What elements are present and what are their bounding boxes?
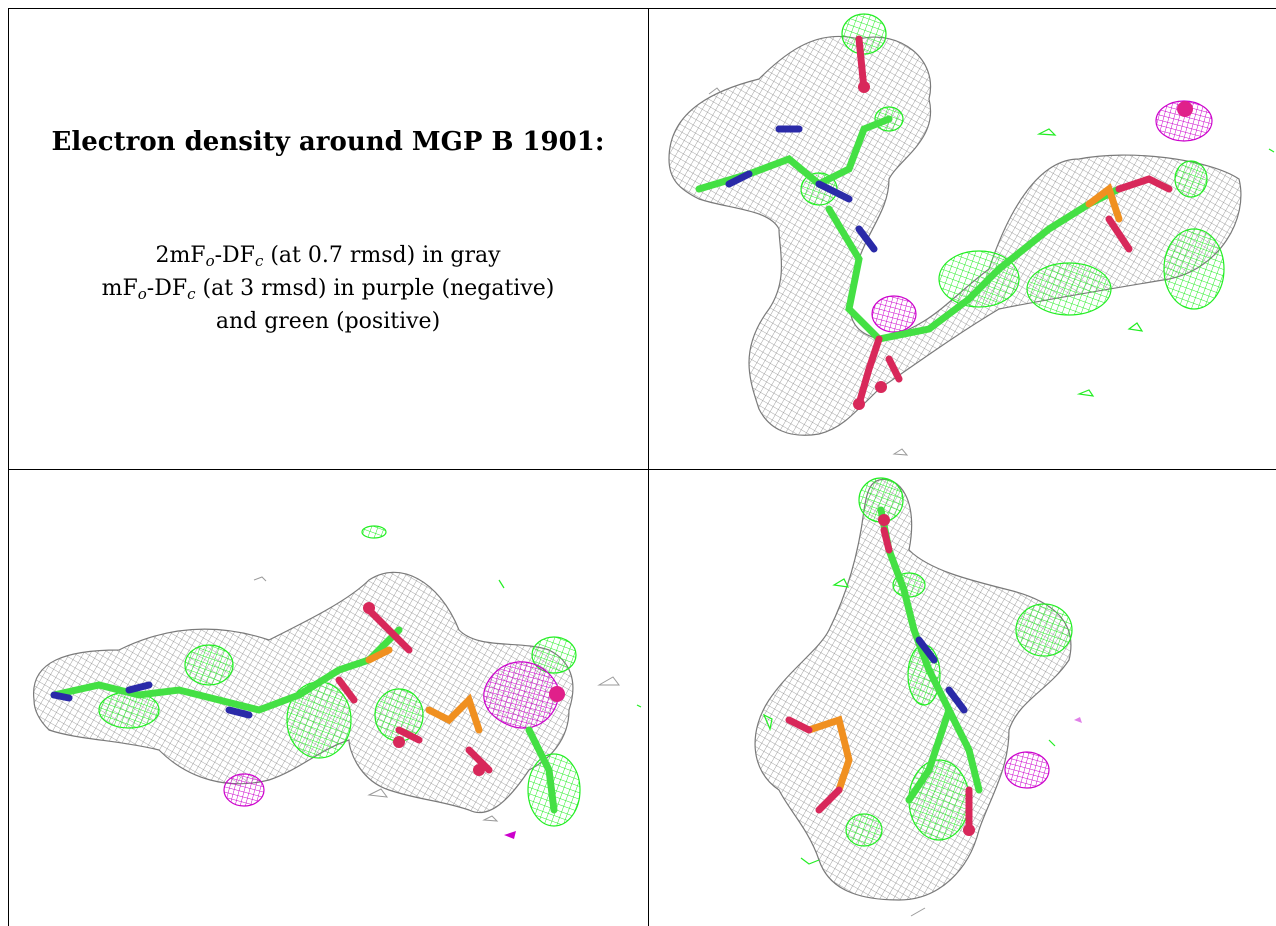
caption-cell: Electron density around MGP B 1901: 2mFo… bbox=[8, 9, 648, 469]
negative-density-mesh bbox=[223, 661, 560, 839]
gray-density-mesh bbox=[668, 35, 1242, 436]
caption-line-3: and green (positive) bbox=[215, 309, 441, 334]
table-border-middle bbox=[8, 469, 1276, 470]
density-view-bottom-right bbox=[649, 470, 1276, 926]
density-view-bottom-left bbox=[9, 470, 648, 926]
ligand-stick-model bbox=[50, 606, 558, 814]
table-border-top bbox=[8, 8, 1276, 9]
mesh-fragments bbox=[1036, 128, 1275, 397]
caption-line-1: 2mFo-DFc (at 0.7 rmsd) in gray bbox=[155, 243, 501, 270]
atom-spheres bbox=[878, 514, 975, 836]
atom-spheres bbox=[853, 81, 1193, 410]
mesh-fragments bbox=[762, 578, 1056, 865]
caption-line-2: mFo-DFc (at 3 rmsd) in purple (negative) bbox=[101, 276, 555, 303]
caption-description: 2mFo-DFc (at 0.7 rmsd) in gray mFo-DFc (… bbox=[8, 239, 648, 338]
mesh-fragments bbox=[253, 576, 620, 822]
density-view-top-right bbox=[649, 9, 1276, 469]
positive-density-mesh bbox=[98, 525, 581, 827]
ligand-stick-model bbox=[785, 506, 983, 834]
negative-density-mesh bbox=[871, 100, 1213, 333]
negative-density-mesh bbox=[1004, 717, 1082, 789]
positive-density-mesh bbox=[800, 13, 1225, 316]
table-border-left bbox=[8, 8, 9, 926]
ligand-stick-model bbox=[695, 35, 1173, 408]
table-border-center bbox=[648, 8, 649, 926]
caption-title: Electron density around MGP B 1901: bbox=[51, 127, 605, 157]
atom-spheres bbox=[363, 602, 565, 776]
